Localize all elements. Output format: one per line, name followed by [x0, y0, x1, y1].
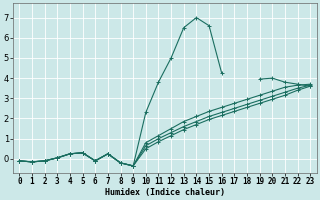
- X-axis label: Humidex (Indice chaleur): Humidex (Indice chaleur): [105, 188, 225, 197]
